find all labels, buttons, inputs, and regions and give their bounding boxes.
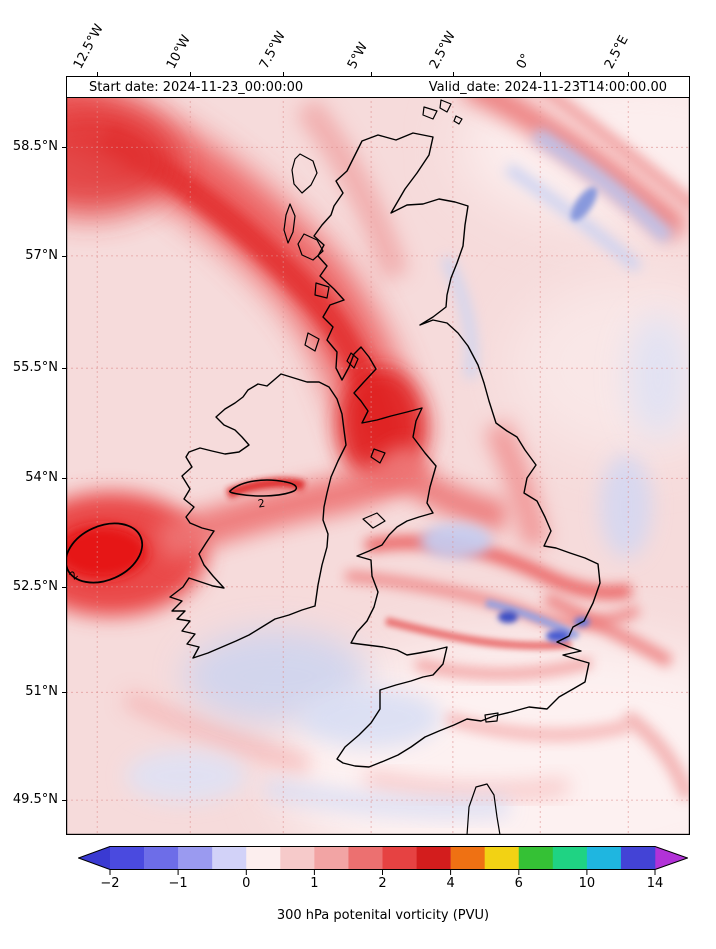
lat-tick-mark	[62, 478, 66, 480]
colorbar-tick-label: −1	[168, 876, 188, 891]
lat-tick-label: 54°N	[25, 470, 58, 486]
valid-date-label: Valid_date: 2024-11-23T14:00:00.00	[428, 79, 667, 95]
lat-tick-mark	[62, 147, 66, 149]
coastline-ireland	[169, 373, 347, 659]
colorbar-left-arrow	[78, 846, 110, 870]
pv-contour-2-filament	[229, 479, 298, 497]
lat-tick-mark	[62, 800, 66, 802]
colorbar-segment	[314, 846, 349, 870]
map-border	[66, 76, 690, 835]
colorbar-segment	[348, 846, 383, 870]
colorbar-segment	[110, 846, 145, 870]
lon-tick-mark	[452, 72, 454, 76]
colorbar-segment	[484, 846, 520, 870]
lat-tick-mark	[62, 586, 66, 588]
colorbar	[77, 846, 689, 876]
colorbar-caption: 300 hPa potenital vorticity (PVU)	[276, 908, 490, 923]
contour-label-2-irish-sea: 2	[257, 497, 266, 511]
lon-tick-mark	[628, 72, 630, 76]
lat-tick-label: 55.5°N	[12, 360, 58, 376]
lat-tick-label: 58.5°N	[12, 139, 58, 155]
lon-tick-mark	[190, 72, 192, 76]
lon-tick-label: 12.5°W	[71, 21, 107, 72]
lon-tick-mark	[283, 72, 285, 76]
colorbar-segment	[280, 846, 315, 870]
colorbar-segment	[382, 846, 417, 870]
pv-field-svg: 2 2	[66, 76, 690, 835]
colorbar-segment	[552, 846, 588, 870]
colorbar-tick-label: 6	[514, 876, 523, 891]
lon-tick-label: 10°W	[164, 32, 195, 72]
colorbar-tick-label: 0	[242, 876, 251, 891]
colorbar-tick-label: 14	[646, 876, 664, 891]
coastline-islands	[283, 99, 501, 835]
colorbar-outline	[77, 846, 689, 870]
pv-field	[66, 76, 690, 835]
lat-tick-mark	[62, 255, 66, 257]
colorbar-right-arrow	[655, 846, 688, 870]
colorbar-segment	[450, 846, 485, 870]
colorbar-tick-label: 2	[378, 876, 387, 891]
lon-tick-mark	[371, 72, 373, 76]
lat-tick-mark	[62, 368, 66, 370]
lat-tick-label: 51°N	[25, 684, 58, 700]
lat-tick-label: 49.5°N	[12, 792, 58, 808]
lon-tick-label: 2.5°E	[602, 33, 632, 72]
lat-tick-label: 57°N	[25, 247, 58, 263]
lat-tick-label: 52.5°N	[12, 578, 58, 594]
lon-tick-label: 0°	[514, 51, 535, 72]
colorbar-segment	[620, 846, 656, 870]
colorbar-segment	[144, 846, 179, 870]
map-axes: 2 2 Start date: 2024-11-23_00:00:00 Vali…	[66, 76, 690, 835]
colorbar-tick-label: 10	[578, 876, 596, 891]
colorbar-tick-label: 4	[446, 876, 455, 891]
colorbar-tick-label: −2	[100, 876, 120, 891]
colorbar-segment	[518, 846, 554, 870]
lon-tick-mark	[97, 72, 99, 76]
lon-tick-label: 2.5°W	[426, 29, 459, 72]
colorbar-tick-labels: −2 −1 0 1 2 4 6 10 14	[78, 876, 688, 893]
colorbar-segment	[586, 846, 622, 870]
lon-tick-mark	[540, 72, 542, 76]
lon-tick-label: 7.5°W	[257, 29, 290, 72]
coastline-great-britain	[313, 132, 601, 768]
start-date-label: Start date: 2024-11-23_00:00:00	[89, 79, 304, 95]
coastlines	[169, 99, 601, 835]
title-strip: Start date: 2024-11-23_00:00:00 Valid_da…	[67, 77, 689, 98]
colorbar-segment	[178, 846, 213, 870]
colorbar-tick-label: 1	[310, 876, 319, 891]
lat-tick-mark	[62, 692, 66, 694]
graticule	[66, 76, 690, 835]
colorbar-svg	[77, 846, 689, 875]
colorbar-segment	[416, 846, 451, 870]
colorbar-segment	[212, 846, 247, 870]
colorbar-segment	[246, 846, 281, 870]
pv-contour-2-closed	[66, 522, 144, 584]
lon-tick-label: 5°W	[344, 40, 372, 72]
